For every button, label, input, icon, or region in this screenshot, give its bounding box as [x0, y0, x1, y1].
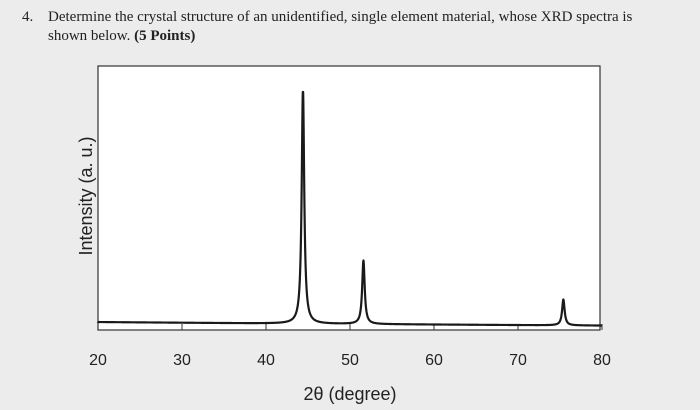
- x-tick-label: 30: [173, 352, 191, 369]
- question-line-1: Determine the crystal structure of an un…: [48, 9, 633, 25]
- x-tick-label: 70: [509, 352, 527, 369]
- x-ticks: 20 30 40 50 60 70 80: [89, 324, 611, 369]
- y-axis-label: Intensity (a. u.): [76, 136, 96, 255]
- question-text: 4. Determine the crystal structure of an …: [22, 8, 692, 46]
- x-tick-label: 80: [593, 352, 611, 369]
- x-tick-label: 20: [89, 352, 107, 369]
- question-number: 4.: [22, 9, 34, 25]
- question-line-2: shown below.: [48, 28, 131, 44]
- question-points: (5 Points): [134, 28, 196, 44]
- x-tick-label: 50: [341, 352, 359, 369]
- x-tick-label: 40: [257, 352, 275, 369]
- x-axis-label: 2θ (degree): [303, 384, 396, 404]
- plot-frame: [97, 65, 601, 331]
- x-tick-label: 60: [425, 352, 443, 369]
- xrd-spectrum-line: [96, 90, 603, 327]
